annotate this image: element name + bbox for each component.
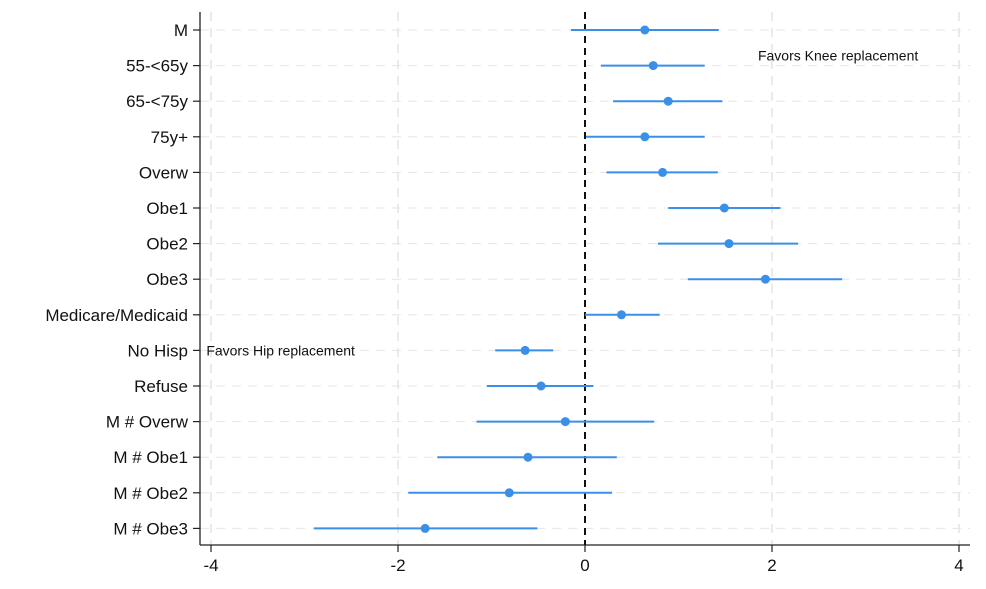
annotation-label: Favors Knee replacement bbox=[758, 48, 918, 64]
estimate-point bbox=[560, 417, 570, 427]
estimate-point bbox=[640, 25, 650, 35]
y-tick-label: Medicare/Medicaid bbox=[45, 306, 188, 325]
y-tick-label: M bbox=[174, 21, 188, 40]
estimate-point bbox=[663, 96, 673, 106]
y-tick-label: Obe1 bbox=[146, 199, 188, 218]
estimate-point bbox=[420, 523, 430, 533]
y-tick-label: M # Obe3 bbox=[113, 519, 188, 538]
y-tick-label: No Hisp bbox=[128, 341, 188, 360]
marks bbox=[313, 25, 843, 533]
y-tick-label: 55-<65y bbox=[126, 57, 188, 76]
estimate-point bbox=[658, 167, 668, 177]
y-tick-label: M # Obe2 bbox=[113, 484, 188, 503]
y-tick-label: 75y+ bbox=[151, 128, 188, 147]
y-tick-label: M # Obe1 bbox=[113, 448, 188, 467]
estimate-point bbox=[724, 239, 734, 249]
x-tick-label: -4 bbox=[203, 556, 218, 575]
estimate-point bbox=[536, 381, 546, 391]
y-tick-label: 65-<75y bbox=[126, 92, 188, 111]
axes bbox=[193, 12, 970, 552]
estimate-point bbox=[760, 274, 770, 284]
x-axis-labels: -4 -2 0 2 4 bbox=[203, 556, 963, 575]
x-tick-label: 2 bbox=[767, 556, 776, 575]
x-tick-label: 0 bbox=[580, 556, 589, 575]
y-axis-labels: M 55-<65y 65-<75y 75y+ Overw Obe1 Obe2 Obe3 Medi… bbox=[45, 21, 188, 538]
y-tick-label: M # Overw bbox=[106, 413, 189, 432]
estimate-point bbox=[719, 203, 729, 213]
x-tick-label: -2 bbox=[390, 556, 405, 575]
x-tick-label: 4 bbox=[954, 556, 963, 575]
estimate-point bbox=[640, 132, 650, 142]
estimate-point bbox=[520, 345, 530, 355]
annotation-label: Favors Hip replacement bbox=[206, 342, 355, 358]
y-tick-label: Refuse bbox=[134, 377, 188, 396]
y-tick-label: Obe2 bbox=[146, 235, 188, 254]
y-tick-label: Obe3 bbox=[146, 270, 188, 289]
estimate-point bbox=[523, 452, 533, 462]
estimate-point bbox=[616, 310, 626, 320]
y-tick-label: Overw bbox=[139, 163, 189, 182]
annotations: Favors Knee replacement Favors Hip replac… bbox=[206, 48, 918, 359]
estimate-point bbox=[648, 61, 658, 71]
estimate-point bbox=[504, 488, 514, 498]
